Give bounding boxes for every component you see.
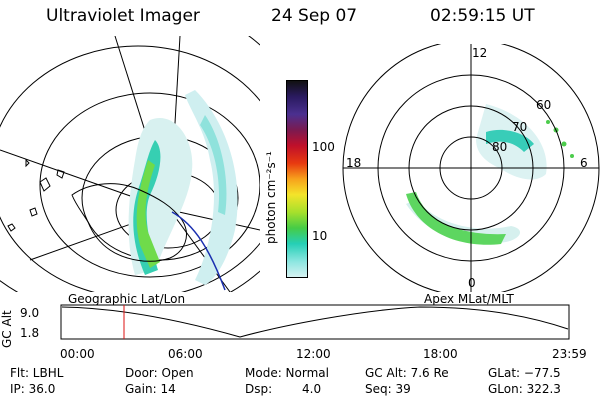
mlt-label-12: 12	[472, 46, 488, 60]
geographic-map-label: Geographic Lat/Lon	[68, 292, 186, 306]
time-label: 02:59:15 UT	[430, 6, 535, 26]
altitude-plot	[60, 304, 570, 340]
aurora-dot	[570, 154, 574, 158]
colorbar	[286, 80, 308, 278]
ip-info: IP: 36.0	[10, 382, 56, 396]
door-info: Door: Open	[125, 366, 194, 380]
colorbar-unit-label: photon cm⁻²s⁻¹	[264, 151, 278, 244]
altitude-ylabel: GC Alt	[0, 310, 14, 348]
mlat-label-70: 70	[512, 120, 528, 134]
seq-info: Seq: 39	[365, 382, 411, 396]
colorbar-tick-10: 10	[312, 229, 328, 243]
glon-info: GLon: 322.3	[488, 382, 561, 396]
altitude-xtick-0000: 00:00	[60, 347, 95, 361]
aurora-dot	[546, 120, 550, 124]
mode-info: Mode: Normal	[245, 366, 329, 380]
altitude-xtick-2359: 23:59	[552, 347, 587, 361]
app-title: Ultraviolet Imager	[46, 6, 200, 26]
mlt-label-18: 18	[346, 156, 362, 170]
island-outline	[29, 169, 65, 217]
filter-info: Flt: LBHL	[10, 366, 64, 380]
aurora-region	[185, 90, 238, 285]
dsp-value: 4.0	[302, 382, 322, 396]
satellite-track	[171, 211, 226, 291]
mlat-label-80: 80	[492, 140, 508, 154]
mlat-label-60: 60	[536, 98, 552, 112]
aurora-dot	[561, 141, 567, 147]
latitude-circle	[0, 45, 260, 292]
gain-info: Gain: 14	[125, 382, 176, 396]
glat-info: GLat: −77.5	[488, 366, 561, 380]
altitude-curve	[61, 306, 569, 338]
latitude-circle	[39, 92, 260, 278]
mlt-label-6: 6	[580, 156, 588, 170]
altitude-xtick-1200: 12:00	[296, 347, 331, 361]
altitude-xtick-0600: 06:00	[168, 347, 203, 361]
altitude-xtick-1800: 18:00	[423, 347, 458, 361]
aurora-region	[406, 192, 506, 245]
aurora-region	[136, 160, 160, 268]
magnetic-map-label: Apex MLat/MLT	[424, 292, 514, 306]
colorbar-tick-100: 100	[312, 140, 335, 154]
altitude-ytick-9: 9.0	[20, 306, 40, 320]
altitude-ytick-1.8: 1.8	[20, 326, 40, 340]
dsp-label: Dsp:	[245, 382, 273, 396]
altitude-plot-frame	[60, 304, 570, 340]
magnetic-polar-plot	[342, 44, 600, 292]
geographic-map	[0, 36, 260, 292]
aurora-region	[486, 129, 534, 152]
date-label: 24 Sep 07	[271, 6, 358, 26]
island-outline	[7, 158, 30, 232]
aurora-region	[406, 199, 521, 244]
gc-alt-info: GC Alt: 7.6 Re	[365, 366, 449, 380]
antarctica-coastline	[71, 183, 187, 262]
aurora-region	[200, 115, 227, 215]
mlt-label-0: 0	[468, 276, 476, 290]
